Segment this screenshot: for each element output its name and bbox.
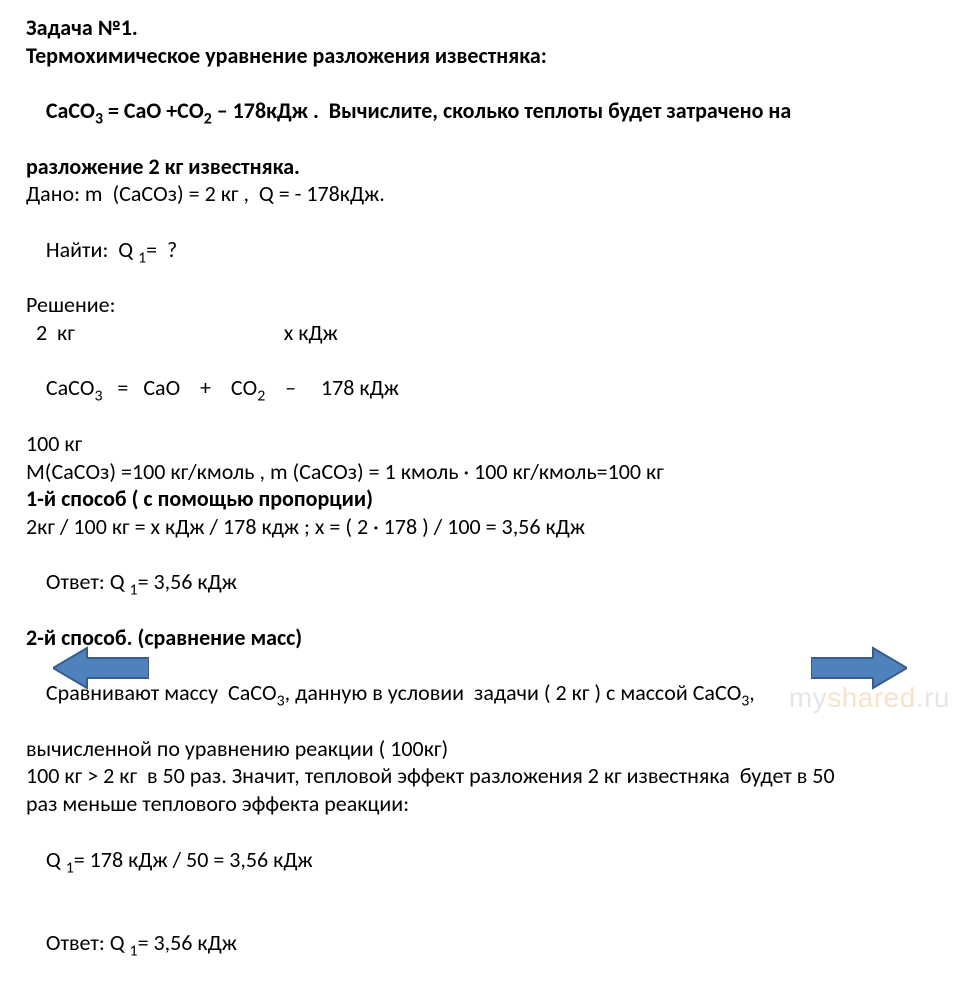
subscript: 1	[130, 581, 138, 600]
subscript: 2	[204, 110, 212, 129]
method-2-calc: Q 1= 178 кДж / 50 = 3,56 кДж	[26, 818, 934, 901]
subscript: 3	[94, 387, 102, 406]
text-fragment: = СаО +СО	[103, 97, 204, 124]
text-fragment: СаСО	[46, 97, 95, 124]
arrow-left-icon	[53, 645, 149, 691]
text-fragment: СаСО	[46, 374, 95, 401]
equation-line: СаСО3 = СаО + СО2 – 178 кДж	[26, 347, 934, 430]
text-fragment: = 3,56 кДж	[138, 568, 237, 595]
problem-text-line: Термохимическое уравнение разложения изв…	[26, 42, 934, 70]
problem-title: Задача №1.	[26, 14, 934, 42]
method-2-line: вычисленной по уравнению реакции ( 100кг…	[26, 735, 934, 763]
given-line: Дано: m (СаСОз) = 2 кг , Q = - 178кДж.	[26, 180, 934, 208]
text-fragment: Q	[46, 846, 66, 873]
watermark: myshared.ru	[789, 682, 950, 714]
subscript: 1	[130, 941, 138, 960]
problem-text-line: СаСО3 = СаО +СО2 – 178кДж . Вычислите, с…	[26, 69, 934, 152]
text-fragment: Найти: Q	[46, 236, 138, 263]
equation-annotation-bottom: 100 кг	[26, 430, 934, 458]
text-fragment: – 178 кДж	[265, 374, 399, 401]
method-2-line: раз меньше теплового эффекта реакции:	[26, 790, 934, 818]
problem-text-line: разложение 2 кг известняка.	[26, 153, 934, 181]
answer-2: Ответ: Q 1= 3,56 кДж	[26, 901, 934, 984]
watermark-text: .ru	[916, 682, 950, 713]
subscript: 3	[95, 110, 103, 129]
molar-mass-line: М(СаСОз) =100 кг/кмоль , m (СаСОз) = 1 к…	[26, 458, 934, 486]
text-fragment: Ответ: Q	[46, 929, 130, 956]
text-fragment: = 178 кДж / 50 = 3,56 кДж	[74, 846, 313, 873]
method-1-title: 1-й способ ( с помощью пропорции)	[26, 485, 934, 513]
text-fragment: = 3,56 кДж	[138, 929, 237, 956]
watermark-text: shared	[827, 682, 916, 713]
text-fragment: Ответ: Q	[46, 568, 130, 595]
text-fragment: = ?	[146, 236, 177, 263]
text-fragment: – 178кДж . Вычислите, сколько теплоты бу…	[212, 97, 792, 124]
subscript: 3	[277, 692, 285, 711]
method-2-line: 100 кг > 2 кг в 50 раз. Значит, тепловой…	[26, 762, 934, 790]
prev-slide-button[interactable]	[52, 644, 150, 692]
document-body: Задача №1. Термохимическое уравнение раз…	[0, 0, 960, 984]
subscript: 1	[66, 858, 74, 877]
answer-1: Ответ: Q 1= 3,56 кДж	[26, 541, 934, 624]
watermark-text: my	[789, 682, 827, 713]
method-1-calc: 2кг / 100 кг = х кДж / 178 кдж ; x = ( 2…	[26, 513, 934, 541]
text-fragment: = СаО + СО	[103, 374, 258, 401]
find-line: Найти: Q 1= ?	[26, 208, 934, 291]
solution-label: Решение:	[26, 291, 934, 319]
equation-annotation-top: 2 кг х кДж	[26, 319, 934, 347]
subscript: 1	[138, 248, 146, 267]
